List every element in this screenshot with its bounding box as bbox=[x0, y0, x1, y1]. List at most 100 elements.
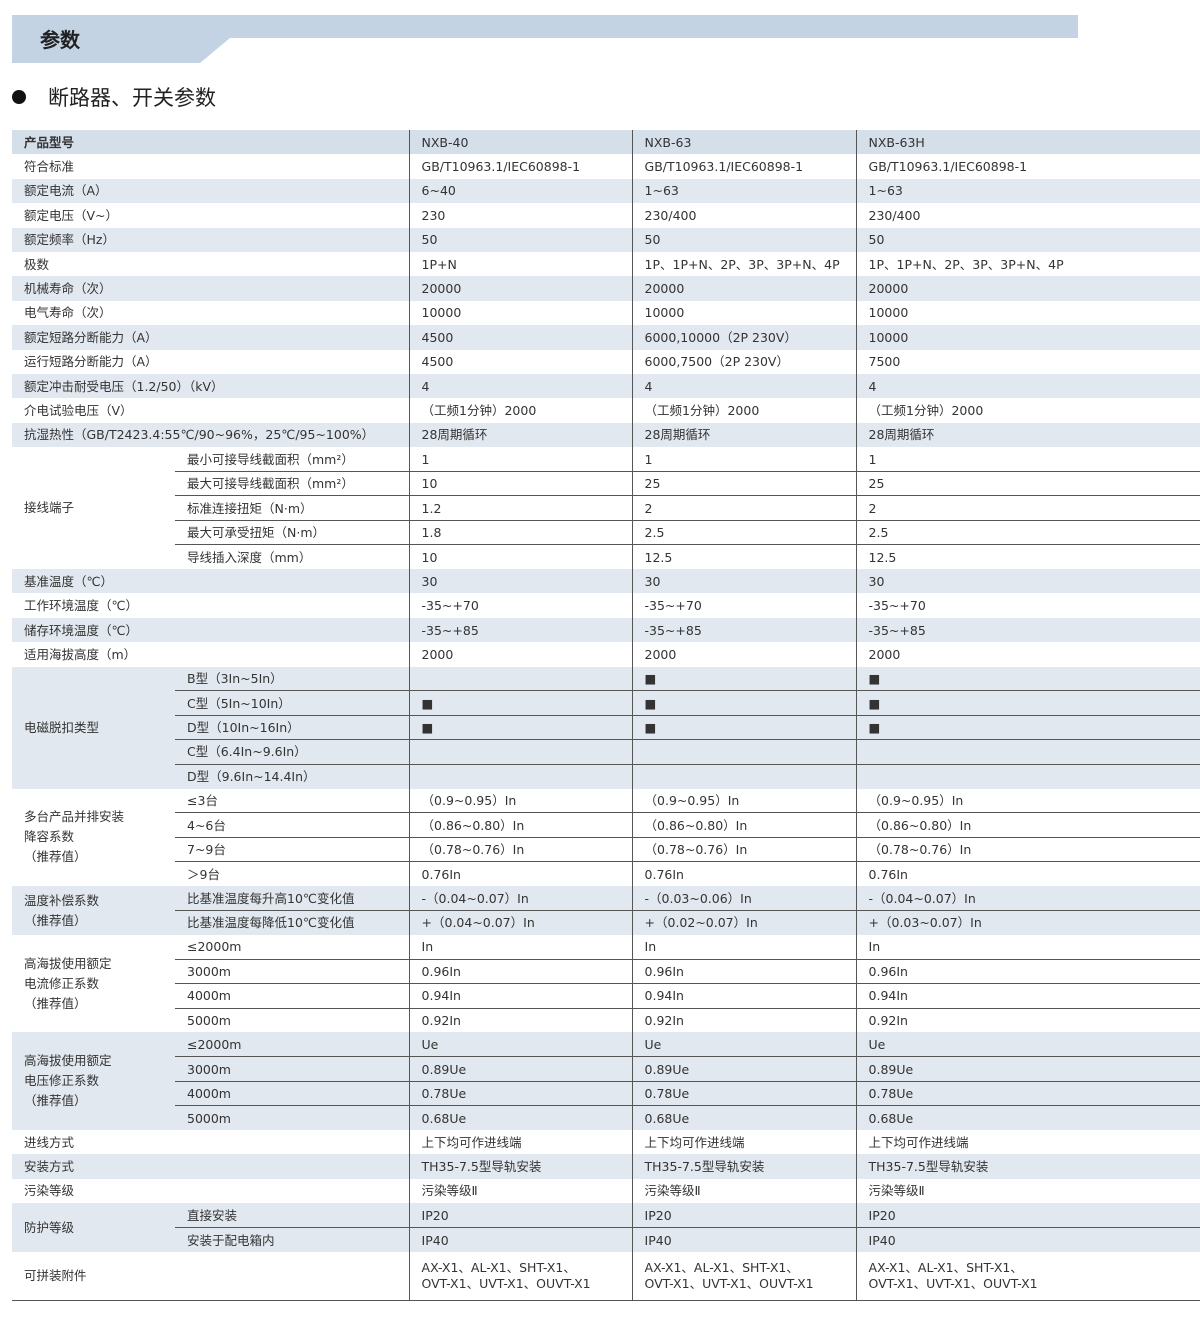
row-label: 进线方式 bbox=[24, 1134, 75, 1150]
sub-label: 最大可接导线截面积（mm²） bbox=[175, 470, 410, 496]
value-cell: 4 bbox=[855, 373, 1200, 399]
value-cell: 污染等级Ⅱ bbox=[408, 1178, 633, 1204]
row-label: 抗湿热性（GB/T2423.4:55℃/90~96%，25℃/95~100%） bbox=[12, 422, 410, 448]
section-title: 断路器、开关参数 bbox=[48, 86, 216, 110]
sub-label: D型（10In~16In） bbox=[175, 714, 410, 740]
value-cell: IP20 bbox=[631, 1203, 857, 1228]
value-cell: 28周期循环 bbox=[855, 422, 1200, 448]
value-cell: （0.9~0.95）In bbox=[408, 788, 633, 813]
group-label: 高海拔使用额定 电压修正系数 （推荐值） bbox=[12, 1032, 175, 1131]
value-cell: Ue bbox=[631, 1032, 857, 1057]
row-label: 介电试验电压（V） bbox=[24, 402, 133, 418]
value-cell: 污染等级Ⅱ bbox=[631, 1178, 857, 1204]
value-cell: （工频1分钟）2000 bbox=[631, 398, 857, 423]
value-cell: 1.2 bbox=[408, 495, 633, 521]
header-model: NXB-40 bbox=[408, 130, 633, 155]
table-row: 安装方式 TH35-7.5型导轨安装 TH35-7.5型导轨安装 TH35-7.5型导… bbox=[12, 1154, 1200, 1179]
sub-label: 比基准温度每升高10℃变化值 bbox=[175, 886, 410, 911]
value-cell: 25 bbox=[855, 470, 1200, 496]
value-cell: 20000 bbox=[631, 276, 857, 301]
value-cell: 2 bbox=[631, 495, 857, 521]
group-label: 多台产品并排安装 降容系数 （推荐值） bbox=[24, 809, 125, 865]
row-label: 极数 bbox=[24, 256, 50, 272]
value-cell: 0.94In bbox=[631, 983, 857, 1009]
value-cell: 0.78Ue bbox=[631, 1080, 857, 1106]
value-cell: -（0.04~0.07）In bbox=[855, 886, 1200, 911]
header-label: 产品型号 bbox=[12, 130, 410, 155]
value-cell: 1 bbox=[855, 447, 1200, 472]
value-cell bbox=[631, 763, 857, 789]
value-cell: 0.92In bbox=[631, 1007, 857, 1033]
value-cell: 污染等级Ⅱ bbox=[855, 1178, 1200, 1204]
value-cell: 230/400 bbox=[631, 203, 857, 228]
table-header-row: 产品型号 NXB-40 NXB-63 NXB-63H bbox=[12, 130, 1200, 155]
value-cell: 0.76In bbox=[631, 861, 857, 887]
value-cell bbox=[408, 739, 633, 765]
table-row: 5000m 0.92In 0.92In 0.92In bbox=[12, 1007, 1200, 1033]
table-row: 3000m 0.89Ue 0.89Ue 0.89Ue bbox=[12, 1056, 1200, 1082]
sub-label: ≤2000m bbox=[187, 939, 242, 955]
value-cell: 4 bbox=[631, 373, 857, 399]
value-cell: 0.89Ue bbox=[855, 1056, 1200, 1082]
value-cell: IP40 bbox=[855, 1227, 1200, 1252]
value-cell: 0.94In bbox=[855, 983, 1200, 1009]
value-cell: 0.68Ue bbox=[408, 1105, 633, 1131]
row-label: 机械寿命（次） bbox=[12, 276, 410, 301]
table-row: C型（5In~10In） ■ ■ ■ bbox=[12, 690, 1200, 716]
table-row: 工作环境温度（℃） -35~+70 -35~+70 -35~+70 bbox=[12, 593, 1200, 618]
value-cell: TH35-7.5型导轨安装 bbox=[631, 1154, 857, 1179]
value-cell: GB/T10963.1/IEC60898-1 bbox=[408, 154, 633, 179]
section-banner bbox=[12, 15, 1078, 63]
sub-label: 最大可承受扭矩（N·m） bbox=[175, 519, 410, 545]
value-cell: 10000 bbox=[855, 300, 1200, 326]
sub-label: 5000m bbox=[175, 1105, 410, 1131]
table-row: 导线插入深度（mm） 10 12.5 12.5 bbox=[12, 544, 1200, 570]
value-cell: ■ bbox=[855, 690, 1200, 716]
value-cell: AX-X1、AL-X1、SHT-X1、 OVT-X1、UVT-X1、OUVT-X… bbox=[408, 1251, 633, 1302]
sub-label: 比基准温度每降低10℃变化值 bbox=[175, 909, 410, 935]
table-row: 温度补偿系数 （推荐值） 比基准温度每升高10℃变化值 -（0.04~0.07）In… bbox=[12, 886, 1200, 935]
row-label: 额定短路分断能力（A） bbox=[12, 325, 410, 350]
value-cell: ■ bbox=[408, 714, 633, 740]
value-cell bbox=[408, 666, 633, 691]
sub-label: C型（5In~10In） bbox=[175, 690, 410, 716]
value-cell: 1~63 bbox=[855, 178, 1200, 204]
sub-label: D型（9.6In~14.4In） bbox=[175, 763, 410, 789]
table-row: 储存环境温度（℃） -35~+85 -35~+85 -35~+85 bbox=[12, 617, 1200, 643]
value-cell: 2000 bbox=[408, 642, 633, 667]
table-row: 高海拔使用额定 电流修正系数 （推荐值） ≤2000m In In In bbox=[12, 934, 1200, 1011]
value-cell: -35~+70 bbox=[631, 593, 857, 618]
sub-label: 3000m bbox=[175, 1056, 410, 1082]
value-cell: 10 bbox=[408, 544, 633, 570]
value-cell: （0.86~0.80）In bbox=[855, 812, 1200, 838]
value-cell: -35~+85 bbox=[855, 617, 1200, 643]
value-cell: GB/T10963.1/IEC60898-1 bbox=[855, 154, 1200, 179]
value-cell: 上下均可作进线端 bbox=[855, 1130, 1200, 1155]
value-cell: 0.78Ue bbox=[408, 1080, 633, 1106]
value-cell: 1~63 bbox=[631, 178, 857, 204]
value-cell: 2 bbox=[855, 495, 1200, 521]
value-cell: （0.86~0.80）In bbox=[408, 812, 633, 838]
value-cell: 1 bbox=[408, 447, 633, 472]
sub-label: 导线插入深度（mm） bbox=[175, 544, 410, 570]
table-row: 符合标准 GB/T10963.1/IEC60898-1 GB/T10963.1/IE… bbox=[12, 154, 1200, 179]
value-cell: TH35-7.5型导轨安装 bbox=[408, 1154, 633, 1179]
value-cell: （0.86~0.80）In bbox=[631, 812, 857, 838]
value-cell bbox=[855, 763, 1200, 789]
value-cell: -（0.04~0.07）In bbox=[408, 886, 633, 911]
value-cell: 0.76In bbox=[855, 861, 1200, 887]
value-cell: +（0.02~0.07）In bbox=[631, 909, 857, 935]
value-cell: （0.78~0.76）In bbox=[631, 836, 857, 862]
row-label: 额定电流（A） bbox=[12, 178, 410, 204]
value-cell: ■ bbox=[631, 666, 857, 691]
value-cell: +（0.04~0.07）In bbox=[408, 909, 633, 935]
value-cell: 1P+N bbox=[408, 251, 633, 277]
sub-label: 标准连接扭矩（N·m） bbox=[175, 495, 410, 521]
row-label: 可拼装附件 bbox=[12, 1251, 410, 1302]
row-label: 污染等级 bbox=[24, 1183, 75, 1199]
table-row: ＞9台 0.76In 0.76In 0.76In bbox=[12, 861, 1200, 887]
value-cell: （0.78~0.76）In bbox=[408, 836, 633, 862]
group-label: 电磁脱扣类型 bbox=[12, 666, 175, 789]
table-row: 4000m 0.94In 0.94In 0.94In bbox=[12, 983, 1200, 1009]
sub-label: 4000m bbox=[175, 1080, 410, 1106]
